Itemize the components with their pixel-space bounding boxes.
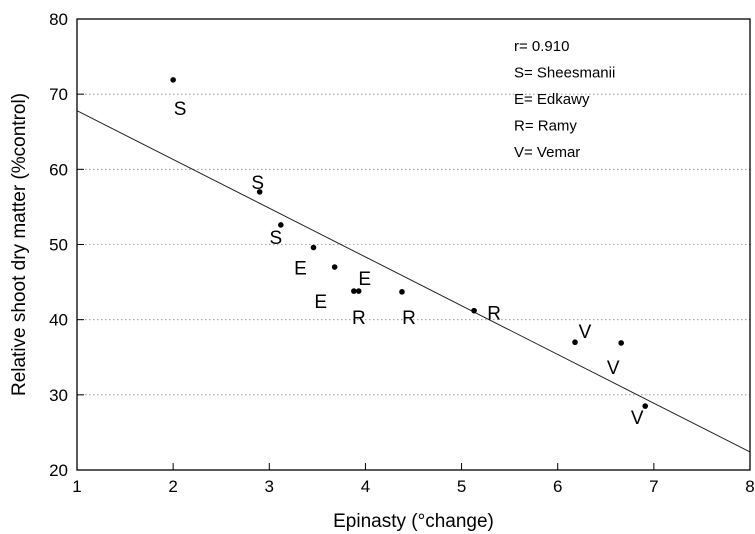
x-tick-label: 4	[361, 477, 370, 496]
legend-line: S= Sheesmanii	[514, 65, 615, 82]
data-point	[399, 289, 405, 295]
data-point	[618, 340, 624, 346]
data-points	[170, 77, 649, 409]
point-label: V	[631, 408, 644, 429]
x-axis-title: Epinasty (°change)	[333, 511, 494, 532]
y-axis: 20 30 40 50 60 70 80	[49, 10, 84, 480]
point-label: S	[269, 228, 282, 249]
y-tick-label: 50	[49, 236, 68, 255]
x-tick-label: 6	[553, 477, 562, 496]
data-point	[471, 307, 477, 314]
point-label: S	[174, 99, 187, 120]
point-label: R	[487, 304, 501, 325]
x-tick-label: 2	[168, 477, 177, 496]
x-tick-label: 7	[649, 477, 658, 496]
grid-lines	[77, 93, 750, 396]
data-point	[355, 288, 362, 294]
legend-line: E= Edkawy	[514, 91, 590, 108]
x-tick-label: 3	[265, 477, 274, 496]
y-tick-label: 60	[49, 160, 68, 179]
point-label: S	[251, 173, 264, 194]
data-point	[642, 403, 649, 409]
data-point	[331, 264, 338, 270]
regression-line	[76, 110, 751, 453]
data-point	[351, 288, 357, 294]
x-tick-label: 1	[72, 477, 81, 496]
y-tick-label: 70	[49, 85, 68, 104]
y-tick-label: 40	[49, 311, 68, 330]
y-tick-label: 80	[49, 10, 68, 29]
legend-line: V= Vemar	[514, 144, 580, 161]
data-point	[256, 189, 263, 195]
data-point	[572, 339, 578, 346]
y-tick-label: 20	[49, 461, 68, 480]
point-label: V	[607, 358, 620, 379]
x-tick-label: 8	[745, 477, 754, 496]
legend-line: r= 0.910	[514, 38, 569, 55]
y-tick-label: 30	[49, 386, 68, 405]
data-point	[310, 244, 317, 251]
point-label: R	[352, 308, 366, 329]
point-label: E	[358, 269, 371, 290]
point-label: E	[294, 259, 307, 280]
y-axis-title: Relative shoot dry matter (%control)	[9, 93, 30, 396]
data-point	[278, 222, 284, 228]
data-point	[170, 77, 176, 83]
x-axis: 1 2 3 4 5 6 7 8	[72, 463, 755, 496]
point-label: R	[402, 308, 416, 329]
point-label: E	[314, 292, 327, 313]
x-tick-label: 5	[457, 477, 466, 496]
point-label: V	[579, 322, 592, 343]
legend-line: R= Ramy	[514, 118, 577, 135]
legend: r= 0.910 S= Sheesmanii E= Edkawy R= Ramy…	[514, 38, 615, 161]
